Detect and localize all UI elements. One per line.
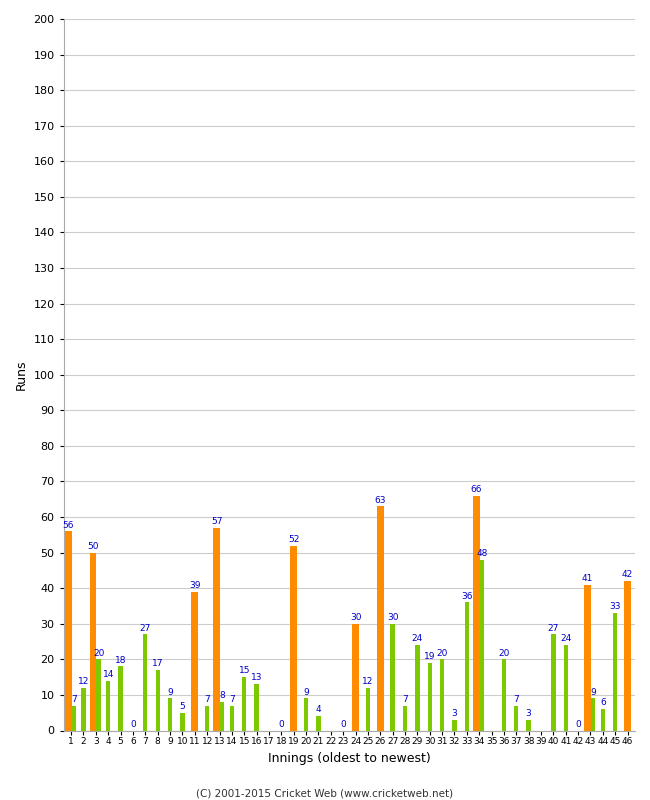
Bar [106, 681, 110, 730]
Text: 33: 33 [610, 602, 621, 611]
Text: 7: 7 [71, 695, 77, 704]
Text: 0: 0 [341, 720, 346, 729]
Bar [213, 528, 220, 730]
Text: 36: 36 [461, 592, 473, 601]
Text: 12: 12 [362, 677, 374, 686]
Bar [254, 684, 259, 730]
Bar [220, 702, 224, 730]
Bar [291, 546, 297, 730]
Bar [514, 706, 519, 730]
Text: 0: 0 [575, 720, 581, 729]
Y-axis label: Runs: Runs [15, 359, 28, 390]
Text: 57: 57 [211, 517, 222, 526]
Text: 66: 66 [471, 485, 482, 494]
Text: 41: 41 [582, 574, 593, 583]
Text: 0: 0 [278, 720, 284, 729]
Text: 5: 5 [179, 702, 185, 711]
Bar [304, 698, 308, 730]
Bar [403, 706, 407, 730]
Text: 20: 20 [436, 649, 448, 658]
Bar [591, 698, 595, 730]
Bar [81, 688, 86, 730]
Text: 30: 30 [387, 613, 398, 622]
Bar [118, 666, 123, 730]
Bar [180, 713, 185, 730]
Bar [352, 624, 359, 730]
Text: 20: 20 [499, 649, 510, 658]
Text: 17: 17 [152, 659, 163, 668]
X-axis label: Innings (oldest to newest): Innings (oldest to newest) [268, 752, 431, 765]
Text: 9: 9 [590, 688, 596, 697]
Text: (C) 2001-2015 Cricket Web (www.cricketweb.net): (C) 2001-2015 Cricket Web (www.cricketwe… [196, 788, 454, 798]
Text: 6: 6 [600, 698, 606, 707]
Bar [473, 496, 480, 730]
Text: 50: 50 [87, 542, 99, 551]
Bar [96, 659, 101, 730]
Bar [317, 716, 320, 730]
Text: 42: 42 [622, 570, 633, 579]
Text: 18: 18 [115, 656, 126, 665]
Bar [584, 585, 591, 730]
Text: 39: 39 [189, 581, 201, 590]
Bar [624, 581, 631, 730]
Text: 13: 13 [251, 674, 263, 682]
Bar [366, 688, 370, 730]
Bar [72, 706, 76, 730]
Bar [526, 720, 531, 730]
Text: 56: 56 [62, 521, 74, 530]
Bar [551, 634, 556, 730]
Text: 15: 15 [239, 666, 250, 675]
Bar [440, 659, 444, 730]
Bar [391, 624, 395, 730]
Text: 7: 7 [514, 695, 519, 704]
Text: 14: 14 [103, 670, 114, 679]
Bar [601, 709, 605, 730]
Text: 27: 27 [140, 624, 151, 633]
Text: 9: 9 [167, 688, 173, 697]
Text: 20: 20 [93, 649, 105, 658]
Bar [143, 634, 148, 730]
Text: 24: 24 [560, 634, 571, 643]
Text: 12: 12 [78, 677, 89, 686]
Text: 27: 27 [548, 624, 559, 633]
Bar [452, 720, 457, 730]
Text: 3: 3 [452, 709, 458, 718]
Text: 7: 7 [402, 695, 408, 704]
Text: 4: 4 [316, 706, 321, 714]
Bar [613, 613, 617, 730]
Text: 9: 9 [303, 688, 309, 697]
Text: 24: 24 [411, 634, 423, 643]
Bar [502, 659, 506, 730]
Bar [191, 592, 198, 730]
Text: 52: 52 [288, 534, 300, 544]
Bar [65, 531, 72, 730]
Bar [205, 706, 209, 730]
Text: 63: 63 [374, 495, 386, 505]
Text: 30: 30 [350, 613, 361, 622]
Bar [168, 698, 172, 730]
Bar [155, 670, 160, 730]
Bar [90, 553, 96, 730]
Text: 19: 19 [424, 652, 436, 661]
Text: 48: 48 [476, 549, 488, 558]
Text: 7: 7 [204, 695, 210, 704]
Bar [428, 663, 432, 730]
Bar [415, 645, 419, 730]
Text: 8: 8 [220, 691, 225, 700]
Bar [377, 506, 384, 730]
Text: 7: 7 [229, 695, 235, 704]
Bar [480, 560, 484, 730]
Text: 0: 0 [130, 720, 136, 729]
Bar [242, 677, 246, 730]
Text: 3: 3 [526, 709, 532, 718]
Bar [229, 706, 234, 730]
Bar [564, 645, 568, 730]
Bar [465, 602, 469, 730]
